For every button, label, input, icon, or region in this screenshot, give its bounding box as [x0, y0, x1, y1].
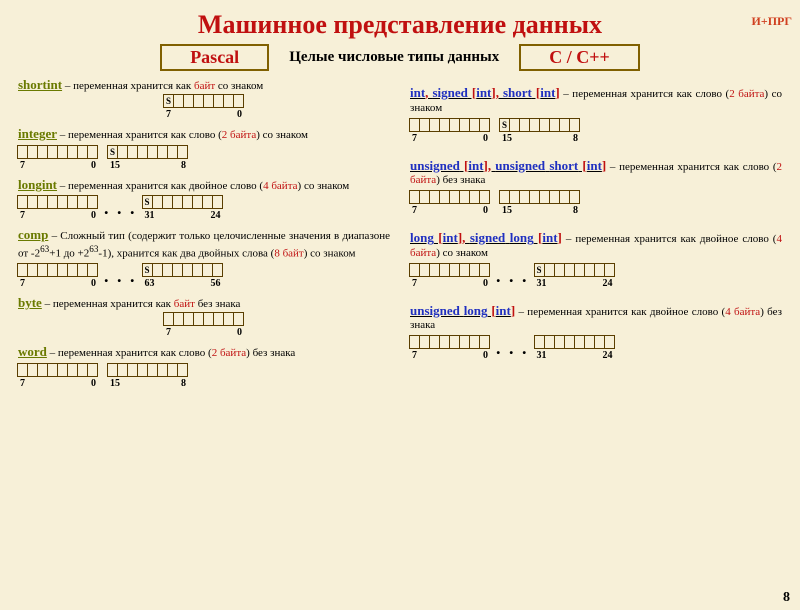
subheader: Pascal Целые числовые типы данных C / C+…: [0, 44, 800, 71]
t: без знака: [195, 298, 241, 310]
t: – переменная хранится как слово (: [57, 129, 222, 141]
corner-tag: И+ПРГ: [752, 14, 792, 29]
l: 8: [181, 378, 186, 389]
l: 0: [91, 210, 96, 221]
entry-int: int, signed [int], short [int] – перемен…: [410, 85, 782, 144]
l: 7: [412, 350, 417, 361]
bytes-byte: 70: [164, 312, 244, 338]
l: 0: [483, 205, 488, 216]
l: 0: [483, 350, 488, 361]
l: 7: [20, 210, 25, 221]
t: ) без знака: [246, 347, 295, 359]
l: 8: [573, 133, 578, 144]
t: 4 байта: [725, 306, 760, 318]
l: 7: [166, 327, 171, 338]
type-long: long [int], signed long [int]: [410, 230, 562, 245]
l: 24: [211, 210, 221, 221]
t: 8 байт: [274, 248, 303, 260]
entry-word: word – переменная хранится как слово (2 …: [18, 344, 390, 389]
page-number: 8: [783, 590, 790, 606]
type-int: int, signed [int], short [int]: [410, 85, 560, 100]
l: 15: [110, 378, 120, 389]
type-word: word: [18, 344, 47, 359]
l: 0: [237, 109, 242, 120]
l: 7: [412, 278, 417, 289]
t: байт: [194, 80, 215, 92]
l: 7: [20, 160, 25, 171]
entry-comp: comp – Сложный тип (содержит только цело…: [18, 227, 390, 289]
l: 0: [91, 160, 96, 171]
entry-byte: byte – переменная хранится как байт без …: [18, 295, 390, 338]
page-title: Машинное представление данных: [0, 10, 800, 40]
t: 63: [40, 244, 49, 254]
type-comp: comp: [18, 227, 48, 242]
type-longint: longint: [18, 177, 57, 192]
type-ulong: unsigned long [int]: [410, 303, 515, 318]
lang-c: C / C++: [519, 44, 640, 71]
l: 63: [145, 278, 155, 289]
l: 0: [483, 133, 488, 144]
t: ) со знаком: [304, 248, 356, 260]
c-column: int, signed [int], short [int] – перемен…: [410, 77, 782, 395]
l: 15: [110, 160, 120, 171]
t: ) со знаком: [436, 247, 488, 259]
ellipsis: . . .: [98, 272, 143, 280]
t: – переменная хранится как двойное слово …: [57, 180, 263, 192]
l: 7: [412, 205, 417, 216]
t: ) со знаком: [298, 180, 350, 192]
ellipsis: . . .: [490, 344, 535, 352]
subtitle: Целые числовые типы данных: [289, 49, 499, 66]
t: +1 до +2: [49, 248, 89, 260]
lang-pascal: Pascal: [160, 44, 269, 71]
t: 2 байта: [212, 347, 246, 359]
l: 0: [483, 278, 488, 289]
t: 2 байта: [729, 88, 764, 100]
entry-long: long [int], signed long [int] – переменн…: [410, 230, 782, 289]
type-uint: unsigned [int], unsigned short [int]: [410, 158, 606, 173]
ellipsis: . . .: [490, 272, 535, 280]
t: байт: [174, 298, 195, 310]
type-byte: byte: [18, 295, 42, 310]
t: ) без знака: [436, 174, 485, 186]
l: 0: [91, 278, 96, 289]
l: 0: [237, 327, 242, 338]
l: 24: [603, 350, 613, 361]
t: – переменная хранится как: [42, 298, 174, 310]
pascal-column: shortint – переменная хранится как байт …: [18, 77, 390, 395]
l: 7: [166, 109, 171, 120]
l: 15: [502, 205, 512, 216]
t: – переменная хранится как: [62, 80, 194, 92]
l: 7: [20, 378, 25, 389]
l: 7: [20, 278, 25, 289]
t: – переменная хранится как двойное слово …: [562, 233, 777, 245]
entry-shortint: shortint – переменная хранится как байт …: [18, 77, 390, 120]
type-integer: integer: [18, 126, 57, 141]
l: 31: [145, 210, 155, 221]
l: 24: [603, 278, 613, 289]
t: -1), хранится как два двойных слова (: [98, 248, 274, 260]
l: 8: [573, 205, 578, 216]
entry-ulong: unsigned long [int] – переменная хранитс…: [410, 303, 782, 362]
type-shortint: shortint: [18, 77, 62, 92]
l: 31: [537, 350, 547, 361]
t: – переменная хранится как слово (: [606, 161, 776, 173]
t: – переменная хранится как слово (: [47, 347, 212, 359]
t: ) со знаком: [256, 129, 308, 141]
bytes-shortint: S 70: [164, 94, 244, 120]
l: 31: [537, 278, 547, 289]
t: – переменная хранится как слово (: [560, 88, 729, 100]
ellipsis: . . .: [98, 204, 143, 212]
l: 15: [502, 133, 512, 144]
l: 0: [91, 378, 96, 389]
l: 7: [412, 133, 417, 144]
l: 56: [211, 278, 221, 289]
entry-uint: unsigned [int], unsigned short [int] – п…: [410, 158, 782, 217]
t: со знаком: [215, 80, 263, 92]
t: 2 байта: [222, 129, 256, 141]
l: 8: [181, 160, 186, 171]
t: – переменная хранится как двойное слово …: [515, 306, 725, 318]
t: 4 байта: [263, 180, 297, 192]
entry-longint: longint – переменная хранится как двойно…: [18, 177, 390, 222]
entry-integer: integer – переменная хранится как слово …: [18, 126, 390, 171]
